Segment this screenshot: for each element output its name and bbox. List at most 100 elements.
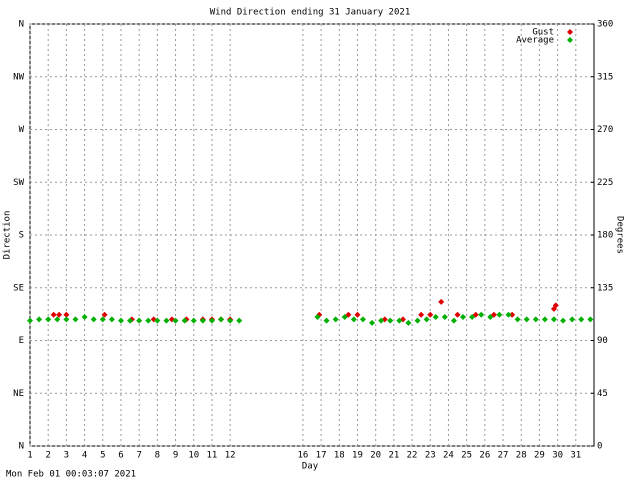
x-tick-label: 19 [352, 451, 363, 461]
x-tick-label: 29 [534, 451, 545, 461]
legend-marker [567, 37, 573, 43]
point [454, 311, 461, 318]
point [569, 316, 576, 323]
point [387, 317, 394, 324]
point [236, 317, 243, 324]
timestamp: Mon Feb 01 00:03:07 2021 [6, 470, 136, 480]
point [323, 317, 330, 324]
point [432, 314, 439, 321]
x-tick-label: 5 [100, 451, 105, 461]
y-tick-label: NE [13, 389, 24, 399]
point [72, 316, 79, 323]
y-tick-label: NW [13, 72, 24, 82]
point [50, 311, 57, 318]
y2-tick-label: 225 [597, 178, 613, 188]
point [369, 319, 376, 326]
point [460, 314, 467, 321]
point [441, 314, 448, 321]
point [154, 317, 161, 324]
point [505, 311, 512, 318]
point [560, 317, 567, 324]
point [350, 316, 357, 323]
point [423, 316, 430, 323]
point [136, 317, 143, 324]
x-tick-label: 23 [425, 451, 436, 461]
point [469, 314, 476, 321]
point [354, 311, 361, 318]
x-tick-label: 10 [188, 451, 199, 461]
point [514, 316, 521, 323]
point [578, 316, 585, 323]
point [414, 317, 421, 324]
point [523, 316, 530, 323]
point [478, 311, 485, 318]
point [172, 317, 179, 324]
x-tick-label: 11 [207, 451, 218, 461]
y-tick-label: SE [13, 283, 24, 293]
x-tick-label: 31 [570, 451, 581, 461]
y2-tick-label: 180 [597, 231, 613, 241]
point [81, 314, 88, 321]
point [145, 317, 152, 324]
x-tick-label: 9 [173, 451, 178, 461]
y-tick-label: N [19, 20, 24, 30]
x-tick-label: 21 [388, 451, 399, 461]
point [199, 317, 206, 324]
legend-marker [567, 29, 573, 35]
point [208, 317, 215, 324]
x-tick-label: 27 [498, 451, 509, 461]
point [314, 314, 321, 321]
point [341, 314, 348, 321]
y2-tick-label: 360 [597, 20, 613, 30]
x-axis-label: Day [302, 462, 319, 472]
y2-tick-label: 45 [597, 389, 608, 399]
x-tick-label: 7 [136, 451, 141, 461]
point [56, 311, 63, 318]
x-tick-label: 8 [155, 451, 160, 461]
point [427, 311, 434, 318]
point [587, 316, 594, 323]
x-tick-label: 6 [118, 451, 123, 461]
point [405, 319, 412, 326]
point [63, 311, 70, 318]
x-tick-label: 28 [516, 451, 527, 461]
legend-label: Average [516, 36, 554, 46]
point [227, 317, 234, 324]
point [108, 316, 115, 323]
point [378, 317, 385, 324]
point [438, 298, 445, 305]
point [90, 316, 97, 323]
x-tick-label: 24 [443, 451, 454, 461]
x-tick-label: 22 [407, 451, 418, 461]
x-tick-label: 12 [225, 451, 236, 461]
point [509, 311, 516, 318]
point [54, 316, 61, 323]
point [487, 314, 494, 321]
point [181, 317, 188, 324]
point [163, 317, 170, 324]
y2-axis-label: Degrees [615, 216, 625, 254]
x-tick-label: 16 [297, 451, 308, 461]
x-tick-label: 2 [45, 451, 50, 461]
x-tick-label: 30 [552, 451, 563, 461]
y2-tick-label: 270 [597, 125, 613, 135]
x-tick-label: 20 [370, 451, 381, 461]
point [190, 317, 197, 324]
y-tick-label: SW [13, 178, 24, 188]
point [36, 316, 43, 323]
y-axis-label: Direction [3, 211, 13, 260]
y-tick-label: E [19, 336, 24, 346]
x-tick-label: 1 [27, 451, 32, 461]
point [332, 316, 339, 323]
point [45, 316, 52, 323]
point [99, 316, 106, 323]
y-tick-label: S [19, 231, 24, 241]
point [418, 311, 425, 318]
x-tick-label: 17 [316, 451, 327, 461]
y-tick-label: N [19, 442, 24, 452]
point [541, 316, 548, 323]
point [359, 316, 366, 323]
point [117, 317, 124, 324]
y2-tick-label: 0 [597, 442, 602, 452]
